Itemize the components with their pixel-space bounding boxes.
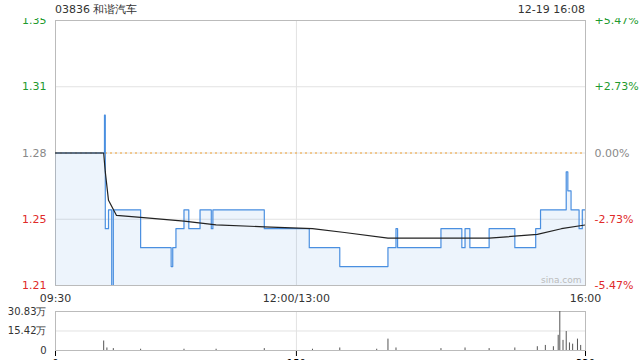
- html-text:12-19 16:08: 12-19 16:08: [517, 2, 585, 16]
- svg-text:0.00%: 0.00%: [595, 147, 630, 160]
- svg-text:1.31: 1.31: [22, 80, 47, 93]
- svg-text:-5.47%: -5.47%: [595, 279, 634, 292]
- svg-text:1.35: 1.35: [22, 18, 47, 27]
- svg-text:0: 0: [52, 358, 58, 360]
- svg-text:+5.47%: +5.47%: [595, 18, 639, 27]
- svg-text:150: 150: [287, 358, 306, 360]
- svg-text:1.25: 1.25: [22, 213, 47, 226]
- svg-text:15.42万: 15.42万: [8, 325, 47, 336]
- html-text:03836 和谐汽车: 03836 和谐汽车: [55, 2, 138, 16]
- svg-text:1.21: 1.21: [22, 279, 47, 292]
- svg-text:1.28: 1.28: [22, 147, 47, 160]
- svg-text:0: 0: [40, 345, 46, 356]
- svg-text:+2.73%: +2.73%: [595, 80, 639, 93]
- svg-text:16:00: 16:00: [570, 292, 602, 303]
- svg-text:330: 330: [576, 358, 595, 360]
- svg-text:30.83万: 30.83万: [8, 306, 47, 317]
- svg-text:-2.73%: -2.73%: [595, 213, 634, 226]
- svg-text:12:00/13:00: 12:00/13:00: [263, 292, 330, 303]
- svg-text:09:30: 09:30: [40, 292, 72, 303]
- svg-text:sina.com: sina.com: [541, 275, 582, 285]
